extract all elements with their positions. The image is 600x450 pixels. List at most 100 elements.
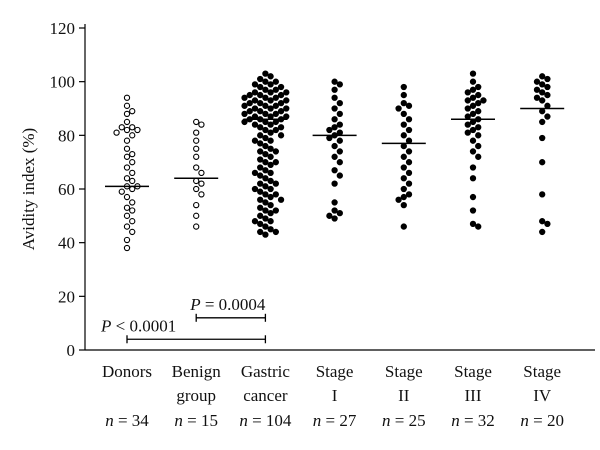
data-point	[539, 218, 546, 225]
data-point	[277, 83, 285, 91]
data-point	[262, 78, 269, 85]
data-point	[469, 207, 477, 214]
data-point	[464, 89, 471, 96]
data-point	[331, 142, 338, 150]
data-point	[539, 108, 546, 115]
data-point	[257, 91, 264, 99]
data-point	[283, 97, 290, 104]
data-point	[123, 244, 131, 252]
data-point	[331, 199, 338, 206]
data-point	[539, 97, 546, 104]
data-point	[539, 159, 546, 166]
data-point	[257, 172, 264, 179]
data-point	[475, 108, 482, 115]
data-point	[469, 118, 477, 126]
data-point	[262, 150, 269, 158]
data-point	[123, 212, 131, 219]
data-point	[257, 140, 264, 147]
y-tick-label: 80	[58, 126, 75, 145]
data-point	[246, 108, 253, 115]
data-point	[251, 121, 259, 128]
data-point	[336, 110, 343, 118]
data-point	[277, 91, 285, 99]
data-point	[400, 223, 407, 230]
data-point	[475, 99, 482, 107]
data-point	[257, 83, 264, 91]
data-point	[257, 220, 264, 228]
category-label: Stage	[316, 362, 354, 381]
data-point	[336, 159, 343, 166]
data-point	[262, 118, 269, 126]
data-point	[539, 191, 546, 198]
data-point	[336, 148, 343, 155]
sample-size-label: n = 25	[382, 411, 426, 430]
data-point	[267, 113, 274, 120]
data-point	[193, 129, 200, 136]
data-point	[262, 167, 269, 174]
data-point	[533, 78, 541, 85]
data-point	[405, 126, 413, 134]
data-point	[277, 108, 285, 115]
data-point	[272, 228, 279, 236]
data-point	[475, 223, 482, 230]
data-point	[539, 228, 546, 236]
data-point	[267, 177, 274, 185]
data-point	[257, 124, 264, 131]
sample-size-label: n = 34	[105, 411, 149, 430]
data-point	[395, 105, 402, 112]
sample-size-label: n = 15	[174, 411, 218, 430]
data-point	[331, 105, 338, 112]
data-point	[262, 102, 269, 109]
data-point	[405, 169, 413, 177]
data-point	[469, 148, 477, 155]
data-point	[129, 150, 136, 158]
data-point	[129, 159, 136, 166]
data-point	[257, 196, 264, 203]
data-point	[336, 137, 343, 144]
data-point	[405, 116, 413, 123]
data-point	[331, 180, 338, 187]
data-point	[331, 86, 338, 93]
data-point	[123, 110, 131, 118]
data-point	[193, 212, 200, 219]
sample-size-label: n = 27	[313, 411, 357, 430]
data-point	[123, 126, 131, 134]
data-point	[469, 102, 477, 109]
data-point	[262, 175, 269, 182]
significance-annotations: P < 0.0001 P = 0.0004	[100, 295, 267, 344]
data-point	[283, 113, 290, 120]
data-point	[469, 70, 477, 77]
data-point	[267, 145, 274, 152]
data-point	[129, 169, 136, 177]
data-point	[331, 167, 338, 174]
data-point	[336, 172, 343, 179]
data-point	[464, 105, 471, 112]
data-point	[193, 118, 200, 126]
data-point	[267, 161, 274, 168]
data-point	[123, 145, 131, 152]
sample-size-label: n = 32	[451, 411, 495, 430]
category-label: Stage	[454, 362, 492, 381]
data-point	[267, 153, 274, 160]
y-tick-label: 20	[58, 287, 75, 306]
data-point	[251, 89, 259, 96]
data-point	[336, 129, 343, 136]
category-label: I	[332, 386, 338, 405]
data-point	[257, 148, 264, 155]
data-point	[405, 191, 413, 198]
sample-size-label: n = 20	[520, 411, 564, 430]
data-point	[283, 105, 290, 112]
data-point	[539, 73, 546, 80]
data-point	[262, 207, 269, 214]
data-point	[262, 142, 269, 150]
category-label: Stage	[523, 362, 561, 381]
data-point	[539, 118, 546, 126]
data-point	[267, 193, 274, 201]
data-point	[129, 177, 136, 185]
data-point	[405, 137, 413, 144]
data-point	[262, 110, 269, 118]
data-point	[405, 159, 413, 166]
data-point	[283, 89, 290, 96]
data-point	[544, 83, 551, 91]
data-point	[193, 145, 200, 152]
